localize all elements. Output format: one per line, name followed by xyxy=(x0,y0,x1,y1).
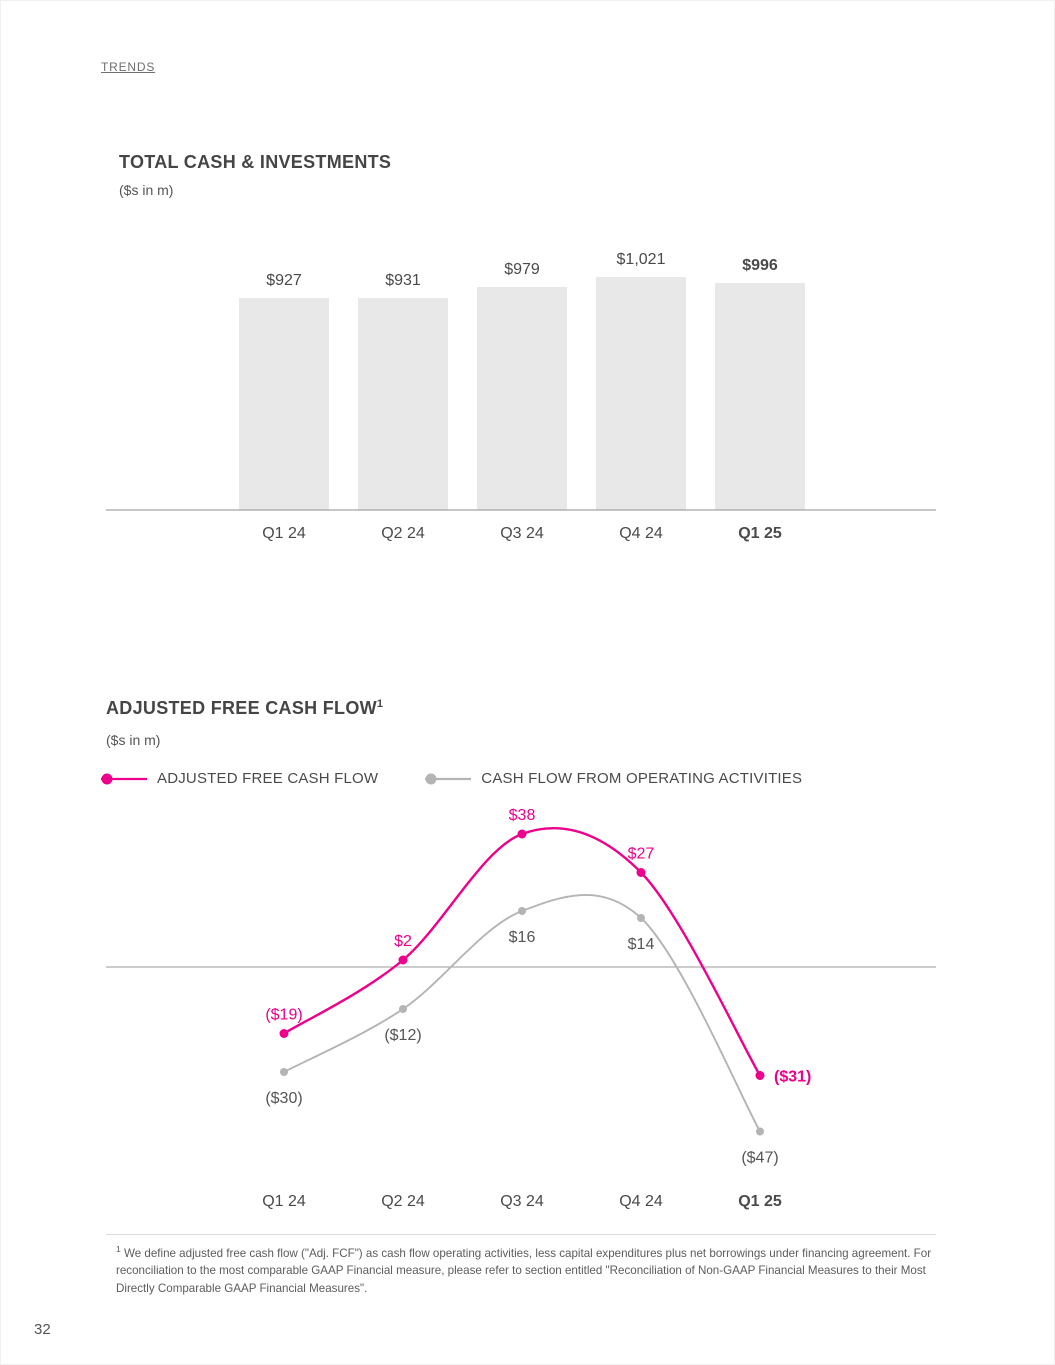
bar-value-label: $927 xyxy=(266,272,302,289)
bar-category-label: Q1 24 xyxy=(262,525,306,542)
footnote: 1 We define adjusted free cash flow ("Ad… xyxy=(116,1243,944,1297)
footnote-text: We define adjusted free cash flow ("Adj.… xyxy=(116,1246,932,1295)
bar-category-label: Q4 24 xyxy=(619,525,663,542)
series-1-point xyxy=(399,1005,407,1013)
bar-value-label: $996 xyxy=(742,257,778,274)
series-0-point xyxy=(398,955,408,965)
series-0-point xyxy=(755,1071,765,1080)
total-cash-units: ($s in m) xyxy=(119,182,174,198)
bar-value-label: $979 xyxy=(504,261,540,278)
series-1-value-label: $16 xyxy=(509,929,536,946)
fcf-legend: ADJUSTED FREE CASH FLOW CASH FLOW FROM O… xyxy=(100,770,802,787)
series-0-value-label: $27 xyxy=(628,846,655,863)
bar-Q4 24 xyxy=(596,277,686,510)
series-1-value-label: ($47) xyxy=(741,1150,778,1167)
series-line-0 xyxy=(282,827,762,1077)
line-category-label: Q1 25 xyxy=(738,1193,782,1210)
line-category-label: Q4 24 xyxy=(619,1193,663,1210)
cash-bar-chart: $927 Q1 24 $931 Q2 24 $979 Q3 24 $1,021 Q4 24 $9… xyxy=(106,251,936,542)
series-0-point xyxy=(636,868,646,877)
series-0-value-label: $2 xyxy=(394,933,412,950)
bar-category-label: Q3 24 xyxy=(500,525,544,542)
legend-item-operating-cash-flow: CASH FLOW FROM OPERATING ACTIVITIES xyxy=(424,770,802,787)
bar-Q2 24 xyxy=(358,298,448,510)
bar-Q3 24 xyxy=(477,287,567,510)
series-1-point xyxy=(637,914,645,922)
bar-Q1 24 xyxy=(239,298,329,510)
legend-label-operating-cash-flow: CASH FLOW FROM OPERATING ACTIVITIES xyxy=(481,770,803,787)
ocf-line-marker-icon xyxy=(424,773,472,785)
trends-section-link[interactable]: TRENDS xyxy=(101,60,156,74)
series-0-value-label: $38 xyxy=(509,807,536,824)
bar-Q1 25 xyxy=(715,283,805,510)
series-0-point xyxy=(517,829,527,839)
series-0-value-label: ($19) xyxy=(265,1007,302,1024)
bar-category-label: Q2 24 xyxy=(381,525,425,542)
series-0-value-label: ($31) xyxy=(774,1069,811,1086)
series-1-point xyxy=(756,1127,764,1136)
footnote-divider xyxy=(106,1234,936,1235)
bar-value-label: $1,021 xyxy=(617,251,666,268)
fcf-title-text: ADJUSTED FREE CASH FLOW xyxy=(106,698,377,718)
bar-category-label: Q1 25 xyxy=(738,525,782,542)
series-1-point xyxy=(518,907,526,915)
footnote-marker: 1 xyxy=(116,1244,121,1254)
fcf-title-footnote-ref: 1 xyxy=(376,698,384,710)
fcf-units: ($s in m) xyxy=(106,732,161,748)
line-category-label: Q2 24 xyxy=(381,1193,425,1210)
series-1-value-label: $14 xyxy=(628,936,655,953)
series-0-point xyxy=(279,1029,289,1038)
page-number: 32 xyxy=(34,1321,51,1338)
line-category-label: Q1 24 xyxy=(262,1193,306,1210)
series-line-1 xyxy=(283,894,761,1133)
series-1-point xyxy=(280,1068,288,1076)
legend-item-adjusted-fcf: ADJUSTED FREE CASH FLOW xyxy=(100,770,378,787)
afcf-line-marker-icon xyxy=(100,773,148,785)
legend-label-adjusted-fcf: ADJUSTED FREE CASH FLOW xyxy=(157,770,379,787)
line-category-label: Q3 24 xyxy=(500,1193,544,1210)
fcf-line-chart: ($30) ($12) $16 $14 ($47) ($19) $2 $38 $27 ($31) Q… xyxy=(106,807,936,1210)
series-1-value-label: ($12) xyxy=(384,1027,421,1044)
total-cash-title: TOTAL CASH & INVESTMENTS xyxy=(119,152,392,172)
fcf-title: ADJUSTED FREE CASH FLOW1 xyxy=(106,698,383,719)
series-1-value-label: ($30) xyxy=(265,1090,302,1107)
bar-value-label: $931 xyxy=(385,272,421,289)
